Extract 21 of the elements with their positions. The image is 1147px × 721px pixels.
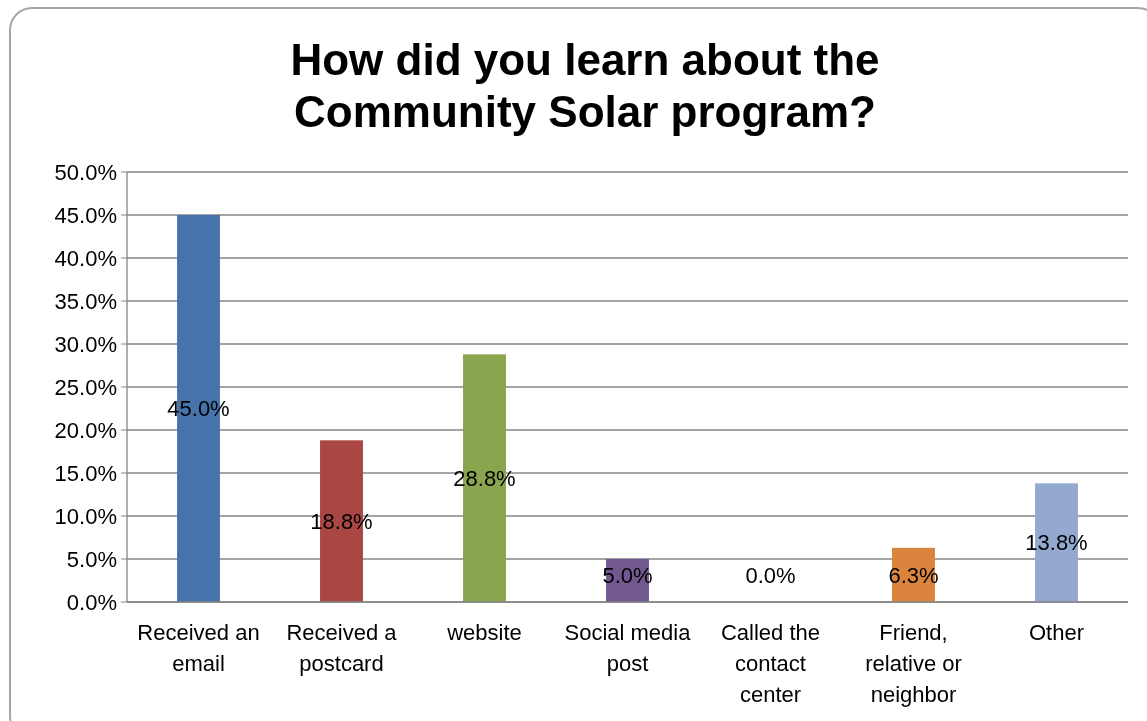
- x-tick-label: Received an email: [137, 620, 260, 676]
- y-tick-label: 45.0%: [54, 202, 117, 228]
- data-label: 0.0%: [745, 562, 796, 588]
- y-tick-label: 0.0%: [66, 589, 117, 615]
- y-tick-label: 20.0%: [54, 417, 117, 443]
- y-tick-label: 40.0%: [54, 245, 117, 271]
- x-tick-label: Received a postcard: [286, 620, 398, 676]
- x-tick-label: Social media post: [564, 620, 692, 676]
- x-tick-label: Friend, relative or neighbor: [865, 620, 962, 707]
- y-tick-label: 30.0%: [54, 331, 117, 357]
- chart-title: How did you learn about the Community Solar program?: [290, 35, 880, 136]
- y-tick-label: 35.0%: [54, 288, 117, 314]
- y-tick-label: 5.0%: [66, 546, 117, 572]
- x-tick-label: website: [446, 620, 522, 645]
- y-tick-label: 25.0%: [54, 374, 117, 400]
- data-label: 13.8%: [1025, 530, 1088, 556]
- y-tick-label: 50.0%: [54, 159, 117, 185]
- y-tick-label: 10.0%: [54, 503, 117, 529]
- y-tick-label: 15.0%: [54, 460, 117, 486]
- x-tick-label: Called the contact center: [720, 620, 821, 707]
- x-tick-label: Other: [1028, 620, 1085, 645]
